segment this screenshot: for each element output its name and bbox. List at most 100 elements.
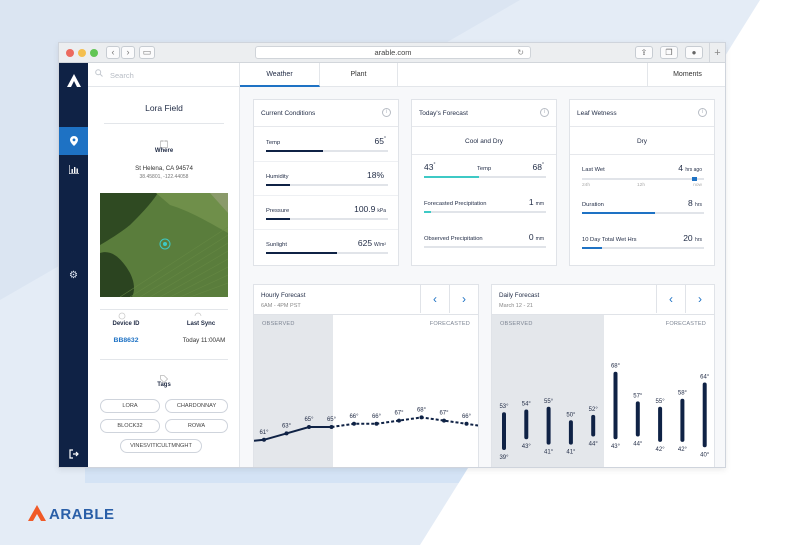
info-icon[interactable]: i: [540, 108, 549, 117]
observed-region: [254, 315, 333, 467]
device-id-link[interactable]: BB8632: [113, 337, 139, 344]
tab-moments[interactable]: Moments: [647, 63, 725, 87]
download-icon[interactable]: ●: [685, 46, 703, 59]
tag-icon: [88, 370, 240, 388]
card-subtitle: 6AM - 4PM PST: [261, 303, 301, 309]
daily-high-label: 58°: [678, 391, 688, 397]
condition-bar-fill: [266, 184, 291, 186]
hourly-temp-label: 68°: [417, 407, 427, 413]
prev-arrow-icon[interactable]: ‹: [656, 285, 685, 313]
maximize-window-dot[interactable]: [90, 49, 98, 57]
tab-plant[interactable]: Plant: [320, 63, 398, 87]
daily-high-label: 55°: [544, 399, 554, 405]
device-id-label: Device ID: [112, 321, 140, 327]
tab-weather[interactable]: Weather: [240, 63, 320, 87]
daily-high-label: 55°: [656, 399, 666, 405]
daily-high-label: 52°: [589, 407, 599, 413]
condition-bar-track: [266, 184, 388, 186]
share-icon[interactable]: ⇪: [635, 46, 653, 59]
condition-value: 65°: [374, 136, 386, 146]
field-map-image[interactable]: [100, 193, 228, 297]
tag-chip[interactable]: CHARDONNAY: [165, 399, 228, 413]
precip-label: Observed Precipitation: [424, 236, 483, 242]
minimize-window-dot[interactable]: [78, 49, 86, 57]
hourly-forecast-card: Hourly Forecast 6AM - 4PM PST ‹ › OBSERV…: [253, 284, 479, 467]
hourly-temp-point: [352, 421, 356, 426]
tabs-overview-icon[interactable]: ❐: [660, 46, 678, 59]
new-tab-icon[interactable]: +: [709, 43, 725, 63]
tick-24h: 24h: [582, 183, 591, 188]
hourly-temperature-chart: 61° 63° 65° 65° 66° 66° 67° 68° 67° 66°: [254, 407, 478, 442]
close-window-dot[interactable]: [66, 49, 74, 57]
search-input[interactable]: Search: [88, 63, 240, 87]
tags-label: Tags: [157, 382, 171, 388]
divider: [104, 123, 224, 124]
tag-chip[interactable]: LORA: [100, 399, 160, 413]
daily-high-label: 50°: [566, 412, 576, 418]
info-icon[interactable]: i: [698, 108, 707, 117]
reload-icon[interactable]: ↻: [517, 48, 524, 57]
current-conditions-card: Current Conditions i Temp 65° Humidity 18% P…: [253, 99, 399, 266]
condition-label: Temp: [266, 140, 281, 146]
daily-low-label: 42°: [656, 447, 666, 453]
main-content: Weather Plant Moments Current Conditions…: [240, 63, 725, 467]
sidebar-toggle-icon[interactable]: ▭: [139, 46, 155, 59]
forward-icon[interactable]: ›: [121, 46, 135, 59]
app-sidebar: ⚙: [59, 63, 88, 467]
tag-chip[interactable]: VINESVITICULTMNGHT: [120, 439, 202, 453]
daily-high-label: 53°: [499, 404, 509, 410]
last-wet-marker: [691, 177, 697, 181]
hourly-temp-point: [397, 418, 401, 423]
arable-logo-icon[interactable]: [59, 65, 88, 95]
condition-bar-track: [266, 252, 388, 254]
divider: [492, 314, 714, 315]
ten-day-value: 20 hrs: [683, 233, 702, 243]
device-icon: [118, 307, 126, 325]
tag-chip[interactable]: ROWA: [165, 419, 228, 433]
daily-low-label: 41°: [544, 450, 554, 456]
where-icon: [88, 135, 240, 153]
next-arrow-icon[interactable]: ›: [449, 285, 478, 313]
last-wet-label: Last Wet: [582, 167, 605, 173]
hourly-temp-point: [284, 431, 289, 436]
condition-bar-track: [266, 150, 388, 152]
temp-range-fill: [424, 176, 479, 178]
daily-temp-bar: [613, 371, 618, 440]
ten-day-track: [582, 247, 704, 249]
condition-label: Humidity: [266, 174, 289, 180]
hourly-temp-label: 66°: [372, 414, 382, 420]
divider: [100, 359, 228, 360]
back-icon[interactable]: ‹: [106, 46, 120, 59]
hourly-temp-label: 65°: [304, 417, 314, 423]
hourly-temp-label: 66°: [349, 414, 359, 420]
location-pin-icon[interactable]: [59, 127, 88, 155]
temp-range-track: [424, 176, 546, 178]
daily-high-label: 57°: [633, 393, 643, 399]
brand-name: ARABLE: [49, 506, 115, 523]
gear-icon[interactable]: ⚙: [69, 269, 78, 281]
divider: [570, 126, 714, 127]
divider: [254, 161, 398, 162]
url-bar[interactable]: arable.com ↻: [255, 46, 531, 59]
temp-high: 68°: [532, 162, 544, 172]
daily-high-label: 64°: [700, 375, 710, 381]
card-title: Leaf Wetness: [577, 110, 617, 117]
field-info-panel: Search Lora Field Where St Helena, CA 94…: [88, 63, 240, 467]
tag-chip[interactable]: BLOCK32: [100, 419, 160, 433]
prev-arrow-icon[interactable]: ‹: [420, 285, 449, 313]
daily-low-label: 41°: [566, 450, 576, 456]
hourly-temp-label: 67°: [394, 411, 404, 417]
info-icon[interactable]: i: [382, 108, 391, 117]
chart-icon[interactable]: [59, 155, 88, 183]
last-sync-time: Today 11:00AM: [182, 337, 226, 344]
condition-bar-track: [266, 218, 388, 220]
logout-icon[interactable]: [59, 440, 88, 467]
daily-low-label: 43°: [611, 444, 621, 450]
wetness-summary: Dry: [636, 138, 648, 145]
condition-label: Sunlight: [266, 242, 287, 248]
daily-temp-bar: [680, 398, 685, 442]
location-text: St Helena, CA 94574: [135, 165, 193, 172]
precip-value: 0 mm: [528, 232, 544, 242]
divider: [254, 229, 398, 230]
next-arrow-icon[interactable]: ›: [685, 285, 714, 313]
